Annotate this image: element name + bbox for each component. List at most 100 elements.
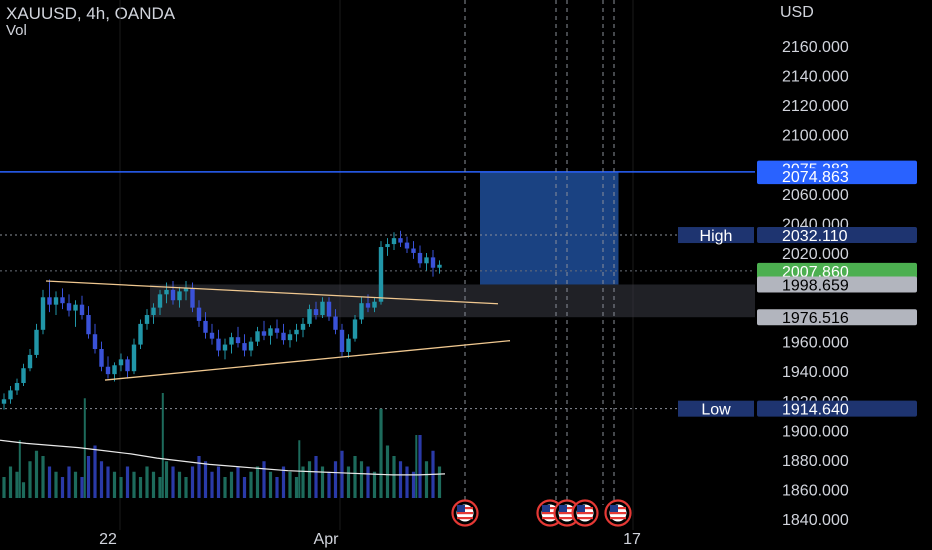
- volume-bar: [366, 466, 370, 498]
- us-flag-event-icon: [571, 499, 599, 527]
- candle-body: [333, 316, 338, 330]
- volume-ma-line: [0, 439, 446, 476]
- volume-bar: [210, 471, 214, 498]
- candle-body: [268, 328, 273, 336]
- candle-body: [365, 303, 371, 308]
- volume-bar: [203, 461, 208, 498]
- volume-bar: [385, 445, 390, 498]
- price-axis-tick: 2100.000: [782, 128, 849, 145]
- volume-bar: [255, 466, 260, 498]
- candle-body: [372, 301, 377, 308]
- candle-body: [242, 343, 247, 351]
- candle-body: [300, 323, 306, 330]
- volume-bar: [54, 471, 58, 498]
- volume-bar: [314, 456, 318, 498]
- volume-bar: [132, 471, 136, 498]
- volume-bar: [86, 456, 91, 498]
- price-label: 1998.659: [782, 277, 849, 294]
- low-label: Low: [701, 402, 731, 419]
- us-flag-event-icon: [604, 499, 632, 527]
- volume-bar: [411, 471, 416, 498]
- price-axis-tick: 2020.000: [782, 246, 849, 263]
- volume-bar: [353, 456, 357, 498]
- volume-bar: [320, 466, 325, 498]
- candle-body: [313, 309, 319, 316]
- volume-bar: [18, 440, 21, 498]
- volume-bar: [138, 477, 143, 498]
- volume-bar: [301, 466, 305, 498]
- candle-body: [222, 344, 228, 351]
- candle-body: [359, 303, 364, 320]
- volume-bar: [15, 471, 19, 498]
- candle-body: [164, 289, 169, 295]
- upper-trendline: [45, 280, 499, 305]
- candle-body: [8, 390, 13, 400]
- volume-bar: [125, 466, 130, 498]
- volume-bar: [106, 466, 110, 498]
- volume-bar: [340, 450, 344, 498]
- candle-body: [391, 238, 397, 245]
- candle-body: [346, 338, 351, 352]
- price-axis-tick: 2060.000: [782, 187, 849, 204]
- price-axis-tick: 1840.000: [782, 512, 849, 529]
- candle-body: [92, 334, 98, 350]
- high-label: High: [700, 228, 733, 245]
- volume-bar: [60, 477, 65, 498]
- volume-bar: [298, 440, 301, 498]
- price-label: 2074.863: [782, 169, 849, 186]
- volume-bar: [171, 466, 175, 498]
- price-axis-tick: 1880.000: [782, 453, 849, 470]
- candle-body: [157, 294, 163, 308]
- price-axis-tick: 1860.000: [782, 482, 849, 499]
- candle-body: [307, 309, 312, 324]
- time-axis-label: Apr: [314, 531, 340, 548]
- candle-body: [398, 238, 403, 243]
- volume-bar: [268, 471, 273, 498]
- volume-bar: [99, 461, 104, 498]
- volume-bar: [216, 466, 221, 498]
- volume-bar: [398, 461, 403, 498]
- volume-bar: [415, 435, 418, 498]
- volume-bar: [73, 471, 78, 498]
- candle-body: [209, 332, 215, 339]
- price-label: 2032.110: [782, 228, 848, 245]
- volume-bar: [275, 477, 279, 498]
- volume-bar: [249, 471, 253, 498]
- volume-bar: [151, 471, 156, 498]
- volume-bar: [262, 461, 266, 498]
- price-label-box: [757, 227, 917, 244]
- us-flag-event-icon: [451, 499, 479, 527]
- currency-label: USD: [780, 4, 814, 21]
- candle-body: [385, 244, 390, 248]
- candle-body: [60, 297, 65, 304]
- volume-bar: [236, 466, 240, 498]
- volume-bar: [2, 477, 6, 498]
- time-axis-label: 22: [99, 531, 117, 548]
- candle-body: [99, 349, 104, 367]
- candle-body: [86, 315, 91, 335]
- volume-bar: [41, 456, 45, 498]
- candle-body: [417, 252, 423, 264]
- candle-body: [14, 383, 20, 391]
- candle-body: [144, 315, 150, 324]
- candle-body: [320, 301, 325, 316]
- price-axis-tick: 1940.000: [782, 364, 849, 381]
- volume-bar: [372, 471, 377, 498]
- volume-bar: [67, 466, 71, 498]
- long-position-box: [480, 171, 619, 285]
- candle-body: [326, 301, 332, 317]
- candle-body: [66, 303, 72, 311]
- candle-body: [79, 304, 85, 316]
- volume-bar: [21, 482, 26, 498]
- candle-body: [125, 359, 130, 372]
- low-label-box: [678, 400, 754, 417]
- volume-bar: [145, 466, 149, 498]
- candle-body: [411, 248, 416, 253]
- candle-body: [229, 337, 234, 345]
- volume-bar: [229, 471, 234, 498]
- price-label: 1914.640: [782, 402, 849, 419]
- volume-bar: [281, 466, 286, 498]
- volume-indicator-label: Vol: [6, 22, 27, 39]
- volume-bar: [359, 461, 364, 498]
